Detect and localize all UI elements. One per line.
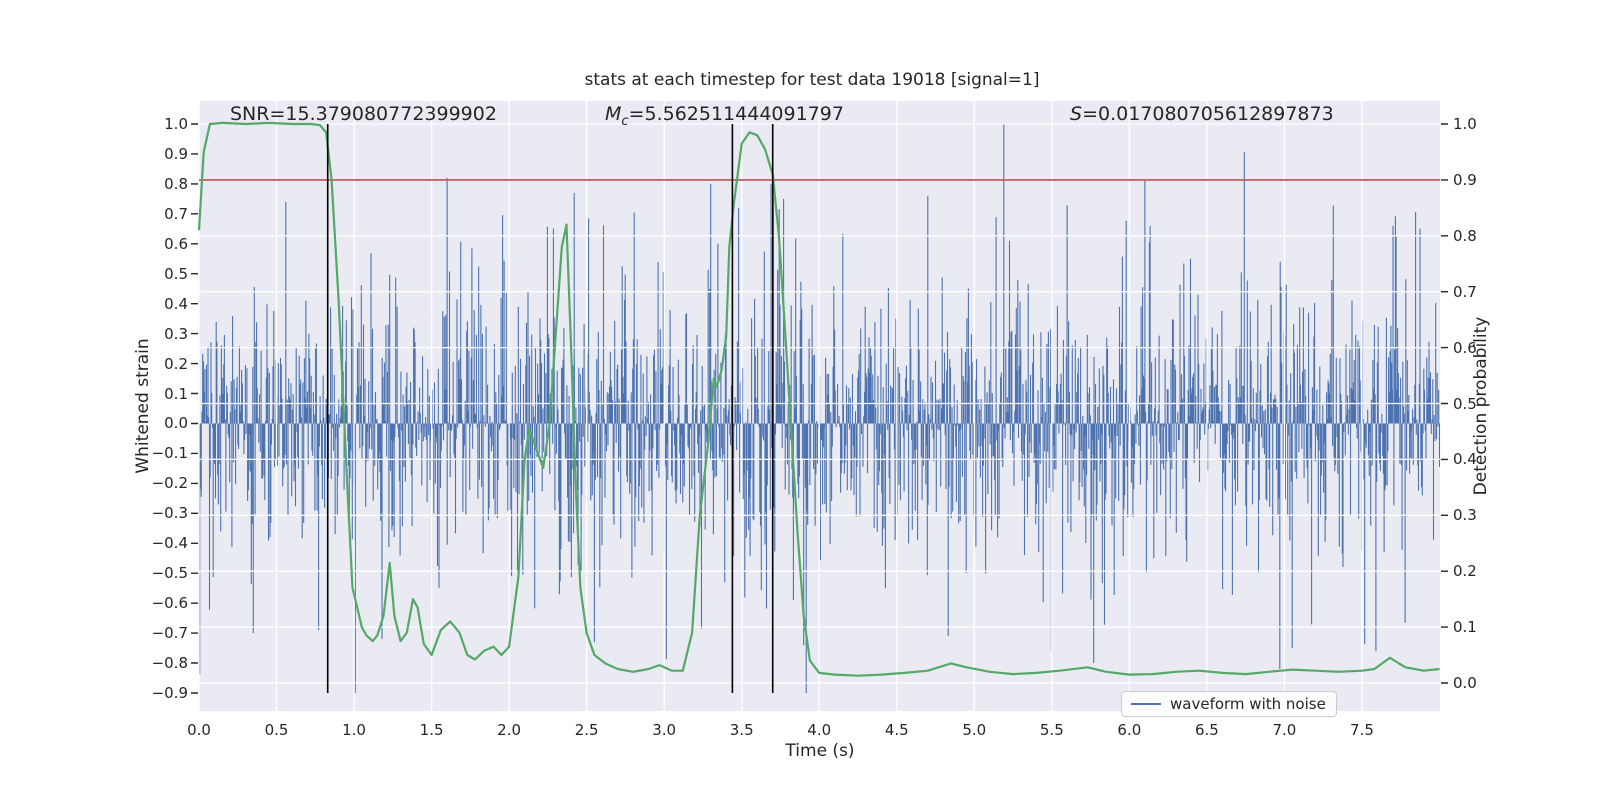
y-left-tick-label: 0.4 bbox=[164, 294, 188, 313]
x-tick-label: 0.0 bbox=[187, 721, 211, 739]
y-right-tick-label: 0.8 bbox=[1453, 226, 1477, 245]
y-left-tick-label: −0.2 bbox=[151, 474, 188, 493]
x-tick-label: 3.5 bbox=[729, 721, 754, 739]
x-tick-label: 5.0 bbox=[962, 721, 987, 739]
y-right-tick-label: 0.5 bbox=[1453, 394, 1477, 413]
gridlines bbox=[198, 101, 1440, 711]
y-left-tick-label: 0.5 bbox=[164, 264, 188, 283]
snr-annotation: SNR=15.379080772399902 bbox=[230, 103, 497, 125]
legend-line-sample bbox=[1131, 703, 1161, 705]
y-left-tick-label: 0.9 bbox=[164, 144, 188, 163]
chart-title: stats at each timestep for test data 190… bbox=[584, 70, 1040, 90]
y-right-tick-label: 0.7 bbox=[1453, 282, 1477, 301]
y-left-tick-label: 0.7 bbox=[164, 204, 188, 223]
y-left-tick-label: 1.0 bbox=[164, 115, 188, 133]
s-stat-value: =0.017080705612897873 bbox=[1082, 103, 1334, 125]
x-tick-label: 6.5 bbox=[1194, 721, 1219, 739]
x-tick-label: 0.5 bbox=[264, 721, 289, 739]
y-right-tick-label: 0.3 bbox=[1453, 506, 1477, 525]
y-right-tick-label: 0.1 bbox=[1453, 618, 1477, 637]
x-tick-label: 1.5 bbox=[419, 721, 444, 739]
chirp-mass-symbol: M bbox=[605, 103, 622, 125]
chirp-mass-annotation: Mc=5.562511444091797 bbox=[605, 103, 844, 129]
x-tick-label: 4.0 bbox=[807, 721, 832, 739]
x-tick-label: 2.5 bbox=[574, 721, 599, 739]
y-left-tick-label: −0.7 bbox=[151, 624, 188, 643]
x-tick-label: 6.0 bbox=[1117, 721, 1142, 739]
y-left-tick-label: 0.3 bbox=[164, 324, 188, 343]
x-tick-label: 4.5 bbox=[884, 721, 909, 739]
x-tick-label: 5.5 bbox=[1039, 721, 1064, 739]
y-left-tick-label: −0.6 bbox=[151, 594, 188, 613]
s-stat-symbol: S bbox=[1070, 103, 1083, 125]
legend: waveform with noise bbox=[1121, 691, 1337, 717]
y-right-tick-label: 0.6 bbox=[1453, 338, 1477, 357]
y-left-tick-label: −0.8 bbox=[151, 654, 188, 673]
y-right-tick-label: 0.2 bbox=[1453, 562, 1477, 581]
y-left-tick-label: −0.1 bbox=[151, 444, 188, 463]
y-left-tick-label: 0.1 bbox=[164, 384, 188, 403]
x-tick-label: 2.0 bbox=[497, 721, 522, 739]
y-left-tick-label: −0.9 bbox=[151, 683, 188, 702]
chirp-mass-value: =5.562511444091797 bbox=[628, 103, 844, 125]
y-right-tick-label: 0.9 bbox=[1453, 170, 1477, 189]
legend-label: waveform with noise bbox=[1170, 695, 1326, 713]
y-left-tick-label: −0.5 bbox=[151, 564, 188, 583]
chirp-mass-subscript: c bbox=[621, 113, 629, 129]
y-left-tick-label: 0.0 bbox=[164, 414, 188, 433]
x-tick-label: 3.0 bbox=[652, 721, 677, 739]
y-left-tick-label: 0.8 bbox=[164, 174, 188, 193]
y-right-tick-label: 0.4 bbox=[1453, 450, 1477, 469]
axis-tick-marks bbox=[191, 123, 1448, 694]
x-tick-label: 1.0 bbox=[342, 721, 366, 739]
y-left-axis-label: Whitened strain bbox=[133, 338, 153, 474]
y-left-tick-label: 0.6 bbox=[164, 234, 188, 253]
y-left-tick-label: 0.2 bbox=[164, 354, 188, 373]
x-axis-label: Time (s) bbox=[785, 741, 855, 761]
y-left-tick-label: −0.4 bbox=[151, 534, 188, 553]
x-tick-label: 7.0 bbox=[1272, 721, 1297, 739]
x-tick-label: 7.5 bbox=[1350, 721, 1374, 739]
detection-probability-series bbox=[197, 121, 1440, 677]
y-right-tick-label: 0.0 bbox=[1453, 674, 1477, 692]
s-stat-annotation: S=0.017080705612897873 bbox=[1070, 103, 1334, 125]
y-left-tick-label: −0.3 bbox=[151, 504, 188, 523]
y-right-tick-label: 1.0 bbox=[1453, 115, 1477, 133]
